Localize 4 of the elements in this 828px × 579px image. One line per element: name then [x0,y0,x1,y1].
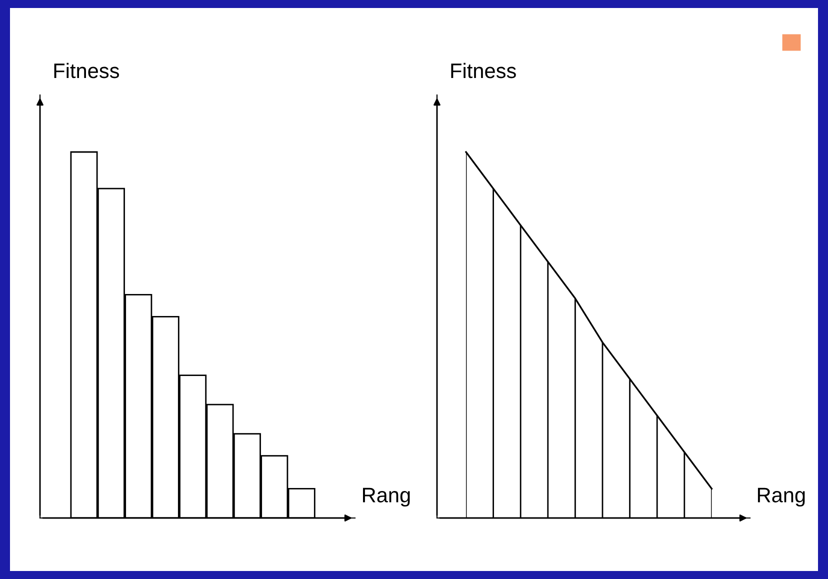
y-axis-title: Fitness [451,62,516,78]
x-axis-title: Rang [758,488,805,507]
y-axis-title: Fitness [54,62,119,78]
x-axis-title: Rang [363,488,410,507]
